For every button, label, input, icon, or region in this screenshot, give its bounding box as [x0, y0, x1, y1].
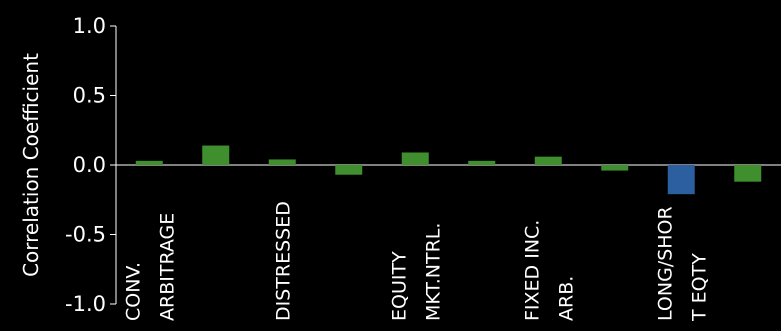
- y-axis-label: Correlation Coefficient: [19, 53, 43, 277]
- y-tick-labels: 1.0 0.5 0.0 -0.5 -1.0: [65, 14, 106, 316]
- bar: [468, 160, 496, 165]
- y-tick-label: -0.5: [65, 223, 106, 247]
- category-label: CONV.: [122, 262, 144, 321]
- category-label: DISTRESSED: [272, 201, 294, 321]
- category-label: ARB.: [555, 276, 577, 321]
- category-label: FIXED INC.: [521, 220, 543, 321]
- category-label: ARBITRAGE: [156, 213, 178, 321]
- bar: [734, 165, 762, 182]
- category-label: LONG/SHOR: [654, 206, 676, 321]
- category-label: EQUITY: [388, 251, 410, 321]
- bar: [335, 165, 363, 175]
- bar: [601, 165, 629, 171]
- bar: [135, 160, 163, 165]
- y-tick-label: 1.0: [73, 14, 106, 38]
- category-labels: CONV. ARBITRAGE DISTRESSED EQUITY MKT.NTRL. F…: [122, 201, 710, 322]
- category-label: MKT.NTRL.: [422, 223, 444, 321]
- y-tick-label: -1.0: [65, 292, 106, 316]
- category-label: T EQTY: [688, 253, 710, 322]
- bar: [401, 152, 429, 165]
- y-tick-label: 0.5: [73, 84, 106, 108]
- bars: [135, 145, 762, 195]
- bar: [268, 159, 296, 165]
- y-tick-label: 0.0: [73, 153, 106, 177]
- bar: [667, 165, 695, 195]
- bar: [202, 145, 230, 165]
- bar: [534, 156, 562, 165]
